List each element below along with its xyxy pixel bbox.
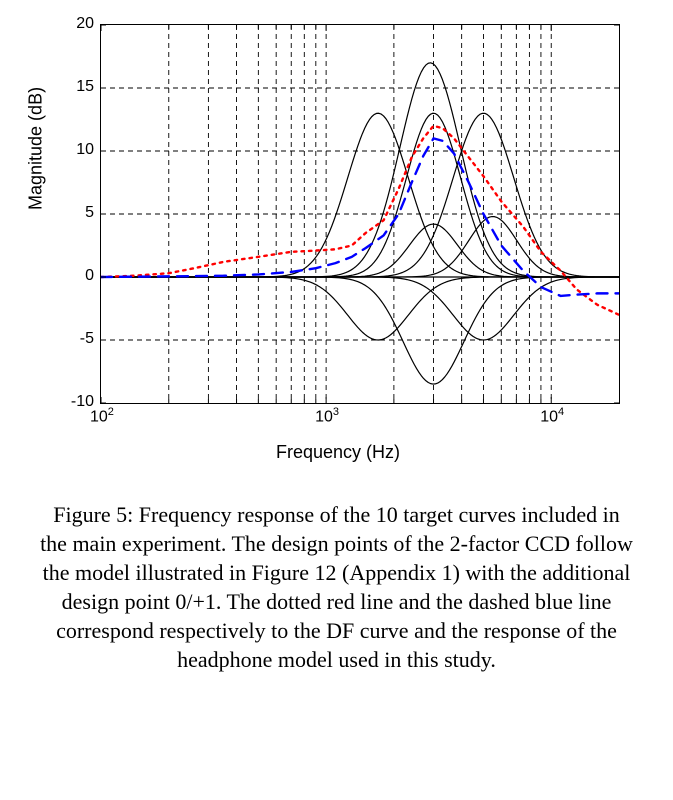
xtick-label: 103 bbox=[315, 406, 339, 426]
ytick-label: -10 bbox=[54, 393, 94, 411]
figure-page: Magnitude (dB) Frequency (Hz) -10 -5 0 5 10 1… bbox=[0, 0, 673, 800]
plot-area bbox=[100, 24, 620, 404]
xtick-label: 104 bbox=[540, 406, 564, 426]
x-axis-label: Frequency (Hz) bbox=[28, 442, 648, 463]
ytick-label: 5 bbox=[54, 204, 94, 222]
ytick-label: 15 bbox=[54, 78, 94, 96]
ytick-label: 10 bbox=[54, 141, 94, 159]
ytick-label: 20 bbox=[54, 15, 94, 33]
plot-svg bbox=[101, 25, 619, 403]
figure-caption: Figure 5: Frequency response of the 10 t… bbox=[40, 500, 633, 674]
ytick-label: 0 bbox=[54, 267, 94, 285]
xtick-label: 102 bbox=[90, 406, 114, 426]
ytick-label: -5 bbox=[54, 330, 94, 348]
y-axis-label: Magnitude (dB) bbox=[26, 87, 47, 210]
frequency-response-chart: Magnitude (dB) Frequency (Hz) -10 -5 0 5 10 1… bbox=[28, 10, 648, 480]
